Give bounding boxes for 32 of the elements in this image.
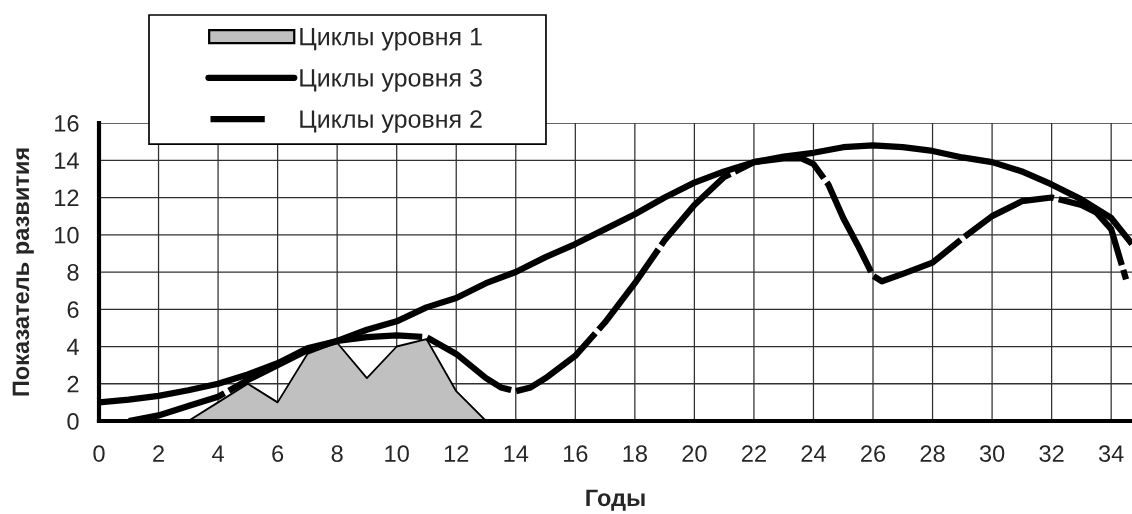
legend-label: Циклы уровня 1 xyxy=(300,28,482,51)
legend-label: Циклы уровня 3 xyxy=(300,68,482,92)
x-tick-label: 26 xyxy=(861,445,886,462)
y-tick-label: 12 xyxy=(55,189,79,207)
x-tick-label: 30 xyxy=(979,445,1005,462)
x-axis-title: Годы xyxy=(586,489,645,511)
x-tick-label: 28 xyxy=(920,445,945,462)
legend-label: Циклы уровня 2 xyxy=(300,110,482,133)
x-tick-label: 6 xyxy=(272,445,284,462)
x-tick-label: 22 xyxy=(741,445,766,462)
y-tick-label: 10 xyxy=(55,226,79,244)
x-tick-label: 34 xyxy=(1098,445,1124,462)
y-tick-label: 0 xyxy=(67,413,79,430)
x-tick-label: 32 xyxy=(1039,445,1064,462)
x-tick-label: 16 xyxy=(563,445,588,462)
x-tick-label: 0 xyxy=(93,445,105,462)
y-tick-label: 16 xyxy=(55,115,79,132)
x-tick-label: 12 xyxy=(444,445,469,462)
x-tick-label: 10 xyxy=(385,445,409,462)
x-tick-label: 4 xyxy=(212,445,224,462)
y-axis-title: Показатель развития xyxy=(12,148,34,396)
y-tick-label: 8 xyxy=(67,264,79,281)
x-tick-label: 2 xyxy=(153,445,164,462)
y-tick-label: 4 xyxy=(66,338,79,356)
y-tick-label: 6 xyxy=(67,301,79,319)
x-tick-label: 14 xyxy=(504,445,529,462)
x-tick-label: 18 xyxy=(623,445,647,462)
y-tick-label: 2 xyxy=(67,375,79,393)
x-tick-label: 20 xyxy=(682,445,707,462)
x-tick-label: 24 xyxy=(801,445,826,462)
y-tick-label: 14 xyxy=(55,152,79,169)
x-tick-label: 8 xyxy=(331,445,343,462)
